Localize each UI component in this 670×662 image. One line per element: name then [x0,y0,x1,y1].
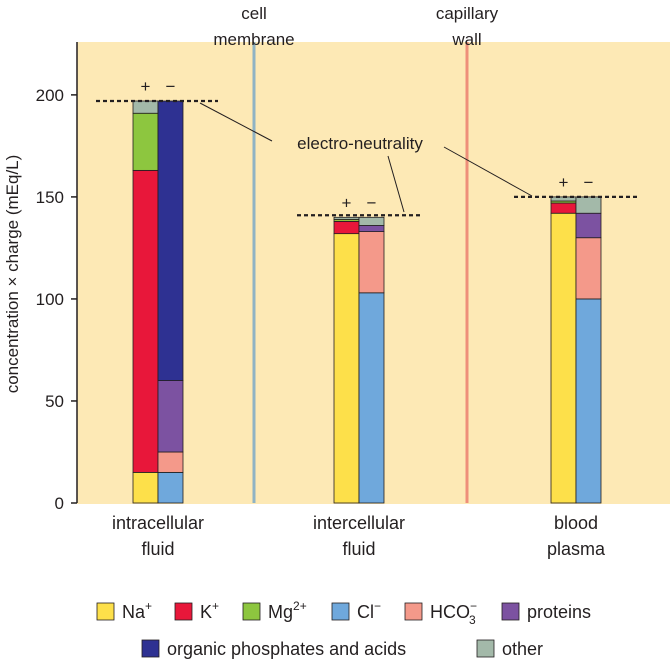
y-tick-label: 50 [45,392,64,411]
bar-segment-proteins [358,225,385,232]
legend-swatch-mg2 [242,602,261,621]
bar-segment-hco3 [157,451,184,473]
y-tick-label: 200 [36,86,64,105]
leader-line [443,146,533,197]
legend-label-sup: + [212,599,219,613]
charge-sign: − [166,77,176,96]
legend-swatch-hco3 [404,602,423,621]
legend-swatch-cl [331,602,350,621]
legend-label-sub: 3 [469,613,476,627]
bar-segment-na [550,212,577,504]
bar-segment-other [358,216,385,226]
bar-segment-cl [157,471,184,504]
bar-segment-na [333,233,360,504]
charge-sign: + [559,173,569,192]
divider-label-line2: wall [451,30,481,49]
annotation-electro-neutrality: electro-neutrality [297,134,423,153]
bar-segment-na [132,471,159,504]
y-tick-label: 150 [36,188,64,207]
y-tick-label: 0 [55,494,64,513]
divider-label-line2: membrane [213,30,294,49]
legend-label-hco3: HCO− 3 [430,599,477,627]
bar-segment-other [333,216,360,220]
bar-segment-cl [358,292,385,504]
bar-segment-proteins [157,380,184,453]
legend-swatch-na [96,602,115,621]
legend-label-cl: Cl− [357,599,381,622]
charge-sign: + [141,77,151,96]
charge-sign: − [367,193,377,212]
legend-label-sup: 2+ [293,599,307,613]
divider-label-line1: capillary [436,4,499,23]
legend-label-base: K [200,602,212,622]
legend-label-base: organic phosphates and acids [167,639,406,659]
leader-line [387,155,405,213]
bar-segment-k [550,202,577,214]
charge-sign: + [342,193,352,212]
category-label-line1: intracellular [112,513,204,533]
legend-swatch-organic [141,639,160,658]
bar-segment-hco3 [358,231,385,294]
bar-segment-k [333,220,360,235]
legend-label-k: K+ [200,599,219,622]
legend-label-na: Na+ [122,599,152,622]
bar-segment-other [132,100,159,114]
legend-label-base: Cl [357,602,374,622]
legend-label-base: proteins [527,602,591,622]
bar-segment-mg2 [132,112,159,171]
legend-swatch-proteins [501,602,520,621]
legend-label-mg2: Mg2+ [268,599,307,622]
y-tick-label: 100 [36,290,64,309]
bar-segment-cl [575,298,602,504]
legend-label-base: other [502,639,543,659]
bar-segment-proteins [575,212,602,239]
bar-segment-organic [157,100,184,381]
legend-label-other: other [502,639,543,659]
legend-label-organic: organic phosphates and acids [167,639,406,659]
category-label-line2: fluid [342,539,375,559]
legend-label-base: HCO [430,602,470,622]
legend-label-sup: + [145,599,152,613]
bar-segment-k [132,169,159,473]
y-axis-label: concentration × charge (mEq/L) [3,155,22,394]
legend-label-proteins: proteins [527,602,591,622]
legend-label-sup: − [470,599,477,613]
charge-sign: − [584,173,594,192]
legend-label-base: Mg [268,602,293,622]
legend-label-base: Na [122,602,146,622]
legend-swatch-other [476,639,495,658]
category-label-line2: plasma [547,539,606,559]
bar-segment-other [575,196,602,214]
category-label-line1: blood [554,513,598,533]
bar-segment-hco3 [575,237,602,300]
legend-label-sup: − [374,599,381,613]
leader-line [199,102,273,142]
category-label-line1: intercellular [313,513,405,533]
category-label-line2: fluid [141,539,174,559]
divider-label-line1: cell [241,4,267,23]
legend-swatch-k [174,602,193,621]
